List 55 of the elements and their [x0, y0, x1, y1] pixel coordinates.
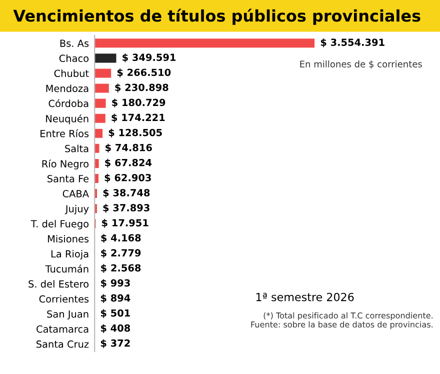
bar — [94, 38, 315, 48]
y-tick-label: San Juan — [47, 310, 88, 320]
annotation: (*) Total pesificado al T.C correspondiente. — [264, 312, 433, 320]
y-tick-label: La Rioja — [51, 250, 88, 260]
data-label: $ 894 — [100, 294, 130, 303]
y-tick-label: Chaco — [59, 54, 89, 62]
data-label: $ 993 — [100, 279, 130, 288]
data-label: $ 128.505 — [108, 128, 162, 138]
y-tick-label: S. del Estero — [28, 280, 89, 288]
y-tick-label: Catamarca — [36, 325, 88, 333]
y-tick-label: Córdoba — [48, 99, 88, 108]
data-label: $ 17.951 — [102, 218, 148, 228]
bar — [94, 98, 106, 108]
annotation: Fuente: sobre la base de datos de provincias. — [251, 321, 433, 330]
y-tick-label: Santa Cruz — [36, 340, 89, 348]
data-label: $ 74.816 — [106, 144, 152, 153]
data-label: $ 408 — [100, 324, 130, 334]
y-tick-label: Entre Ríos — [40, 129, 89, 138]
data-label: $ 4.168 — [101, 234, 141, 243]
y-tick-label: Río Negro — [42, 160, 89, 170]
y-tick-label: Bs. As — [60, 40, 89, 47]
y-tick-label: Salta — [65, 144, 88, 152]
y-tick-label: Mendoza — [46, 84, 88, 92]
y-tick-label: Tucumán — [45, 264, 88, 273]
data-label: $ 67.824 — [105, 158, 152, 168]
data-label: $ 501 — [100, 309, 130, 318]
y-tick-label: Misiones — [48, 234, 89, 242]
data-label: $ 266.510 — [117, 68, 171, 78]
data-label: $ 372 — [100, 339, 130, 348]
y-tick-label: Corrientes — [39, 295, 89, 303]
y-tick-label: CABA — [62, 190, 89, 198]
data-label: $ 230.898 — [115, 84, 168, 92]
data-label: $ 38.748 — [103, 188, 150, 198]
bar — [94, 68, 112, 78]
bar — [94, 128, 103, 138]
y-tick-label: Jujuy — [64, 204, 89, 214]
data-label: $ 2.568 — [101, 264, 141, 273]
chart-title: Vencimientos de títulos públicos provinciales — [13, 8, 420, 25]
y-tick-label: T. del Fuego — [30, 220, 89, 230]
text: En millones de $ corrientes — [300, 60, 422, 69]
data-label: $ 180.729 — [112, 98, 166, 108]
bar — [94, 54, 116, 63]
data-label: $ 37.893 — [103, 204, 150, 213]
data-label: $ 62.903 — [104, 174, 151, 183]
y-tick-label: Chubut — [54, 70, 89, 78]
bar — [94, 158, 99, 168]
data-label: $ 174.221 — [112, 114, 165, 122]
annotation: 1ª semestre 2026 — [256, 292, 354, 302]
data-label: $ 349.591 — [122, 53, 176, 62]
bar — [94, 84, 109, 93]
y-tick-label: Neuquén — [46, 114, 88, 124]
bar — [94, 114, 106, 123]
data-label: $ 2.779 — [101, 249, 141, 258]
data-label: $ 3.554.391 — [320, 38, 384, 48]
y-tick-label: Santa Fe — [47, 174, 89, 182]
